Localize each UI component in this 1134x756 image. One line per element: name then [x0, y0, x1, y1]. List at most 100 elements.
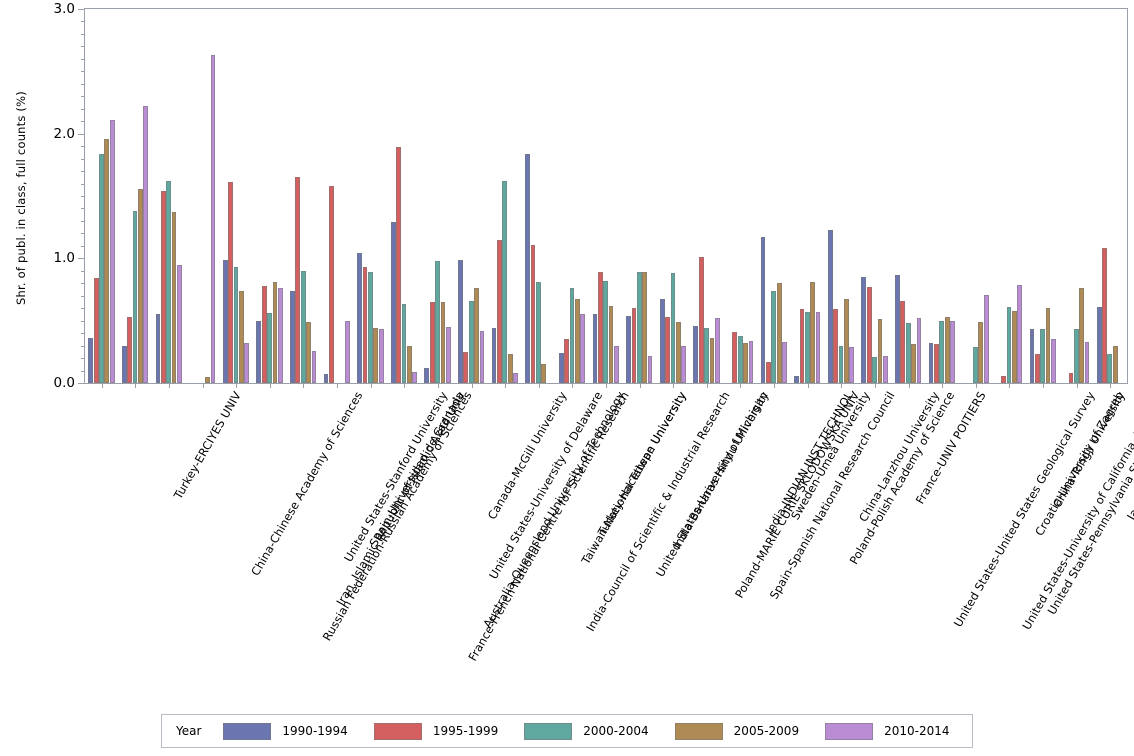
y-axis-minor-tick [81, 370, 85, 372]
bar [99, 153, 104, 383]
bar [681, 345, 687, 383]
bar [93, 278, 99, 383]
bar [849, 346, 855, 383]
y-axis-tick [78, 133, 85, 135]
bar [468, 300, 474, 383]
bar [794, 375, 799, 383]
bar [670, 273, 676, 383]
legend-entry[interactable]: 1995-1999 [373, 722, 499, 740]
bar [390, 222, 396, 383]
bar [843, 299, 849, 383]
bar [497, 239, 502, 383]
y-axis-minor-tick [81, 333, 85, 335]
x-axis-tick-label: India-Council of Scientific & Industrial… [583, 389, 733, 634]
bar [323, 374, 329, 383]
x-axis-tick [505, 383, 507, 388]
bar [748, 340, 754, 383]
bar [838, 345, 844, 383]
bar [704, 328, 709, 383]
bar [277, 288, 283, 383]
bar [1051, 339, 1056, 383]
bar [626, 315, 631, 383]
legend-label: 2005-2009 [733, 724, 800, 738]
bar [732, 331, 738, 383]
x-axis-tick-label: United States-University of California, … [1019, 389, 1134, 633]
bar [132, 210, 138, 383]
bar [88, 338, 94, 383]
bar [104, 138, 110, 383]
bar [536, 282, 541, 383]
bar-group [962, 9, 989, 383]
bar [357, 253, 363, 383]
bar-group [189, 9, 216, 383]
bar [760, 237, 766, 383]
x-axis-tick-label: France-UNIV POITIERS [913, 389, 989, 507]
bar [693, 325, 699, 383]
bar [916, 318, 922, 383]
x-axis-tick [807, 383, 809, 388]
bar [737, 335, 743, 383]
legend-color-swatch [524, 722, 573, 740]
bar-group [256, 9, 283, 383]
x-axis-tick [269, 383, 271, 388]
x-axis-tick-label: China-Chinese Academy of Sciences [248, 389, 366, 579]
y-axis-minor-tick [81, 358, 85, 360]
bar [502, 181, 508, 383]
x-axis-tick-label: Poland-MARIE CURIE SKLODOWSKA UNIV [732, 389, 863, 601]
bar [558, 353, 564, 383]
legend-entry[interactable]: 2000-2004 [524, 722, 649, 740]
y-axis-minor-tick [81, 283, 85, 285]
x-axis-tick-label: Sweden-Umeå University [787, 389, 873, 523]
bar [714, 318, 720, 383]
bar [233, 267, 239, 383]
x-axis-tick [639, 383, 641, 388]
bar [401, 304, 407, 383]
bar [412, 371, 418, 383]
legend-label: 1995-1999 [432, 724, 499, 738]
bar [290, 290, 295, 383]
x-axis-tick [1110, 383, 1112, 388]
bar [983, 294, 989, 383]
x-axis-tick-label: India-Banaras Hindu University [670, 389, 772, 552]
x-axis-tick [1009, 383, 1011, 388]
x-axis-tick-label: Canada-McGill University [484, 389, 570, 522]
bar-group [727, 9, 754, 383]
x-axis-tick-label: China-Lanzhou University [856, 389, 943, 525]
bar [675, 321, 681, 383]
bar [177, 264, 182, 383]
legend-color-swatch [825, 722, 874, 740]
bar [127, 316, 133, 383]
x-axis-tick [337, 383, 339, 388]
bar [244, 343, 250, 383]
bar [166, 181, 172, 383]
bar [306, 321, 311, 383]
legend-entry[interactable]: 2005-2009 [674, 722, 800, 740]
x-axis-tick-label: Spain-Universidad de Granada [366, 389, 467, 550]
x-axis-tick-label: Japan-University of Tokyo [1123, 389, 1134, 523]
bar [872, 356, 877, 383]
legend-label: 2000-2004 [583, 724, 649, 738]
bar [1073, 329, 1079, 383]
bar [530, 244, 536, 383]
x-axis-tick-label: China-Tongji University [1049, 389, 1128, 511]
bar [458, 259, 463, 383]
x-axis-tick-label: Iran, Islamic Republic of-Islamic Azad U… [333, 389, 468, 608]
x-axis-tick [370, 383, 372, 388]
x-axis-tick [942, 383, 944, 388]
legend: Year 1990-1994 1995-1999 2000-2004 2005-200… [161, 714, 973, 748]
bar-group [693, 9, 720, 383]
bar [861, 277, 867, 383]
bar [569, 288, 575, 383]
legend-entry[interactable]: 1990-1994 [223, 722, 348, 740]
bar-group [88, 9, 115, 383]
bar [171, 212, 177, 383]
bar [267, 313, 272, 383]
bar [1096, 306, 1102, 383]
legend-entry[interactable]: 2010-2014 [825, 722, 950, 740]
bar-group [121, 9, 149, 383]
bar [435, 260, 440, 383]
bar [362, 267, 368, 383]
bar-group [626, 9, 653, 383]
bar [580, 314, 586, 383]
legend-color-swatch [223, 722, 272, 740]
